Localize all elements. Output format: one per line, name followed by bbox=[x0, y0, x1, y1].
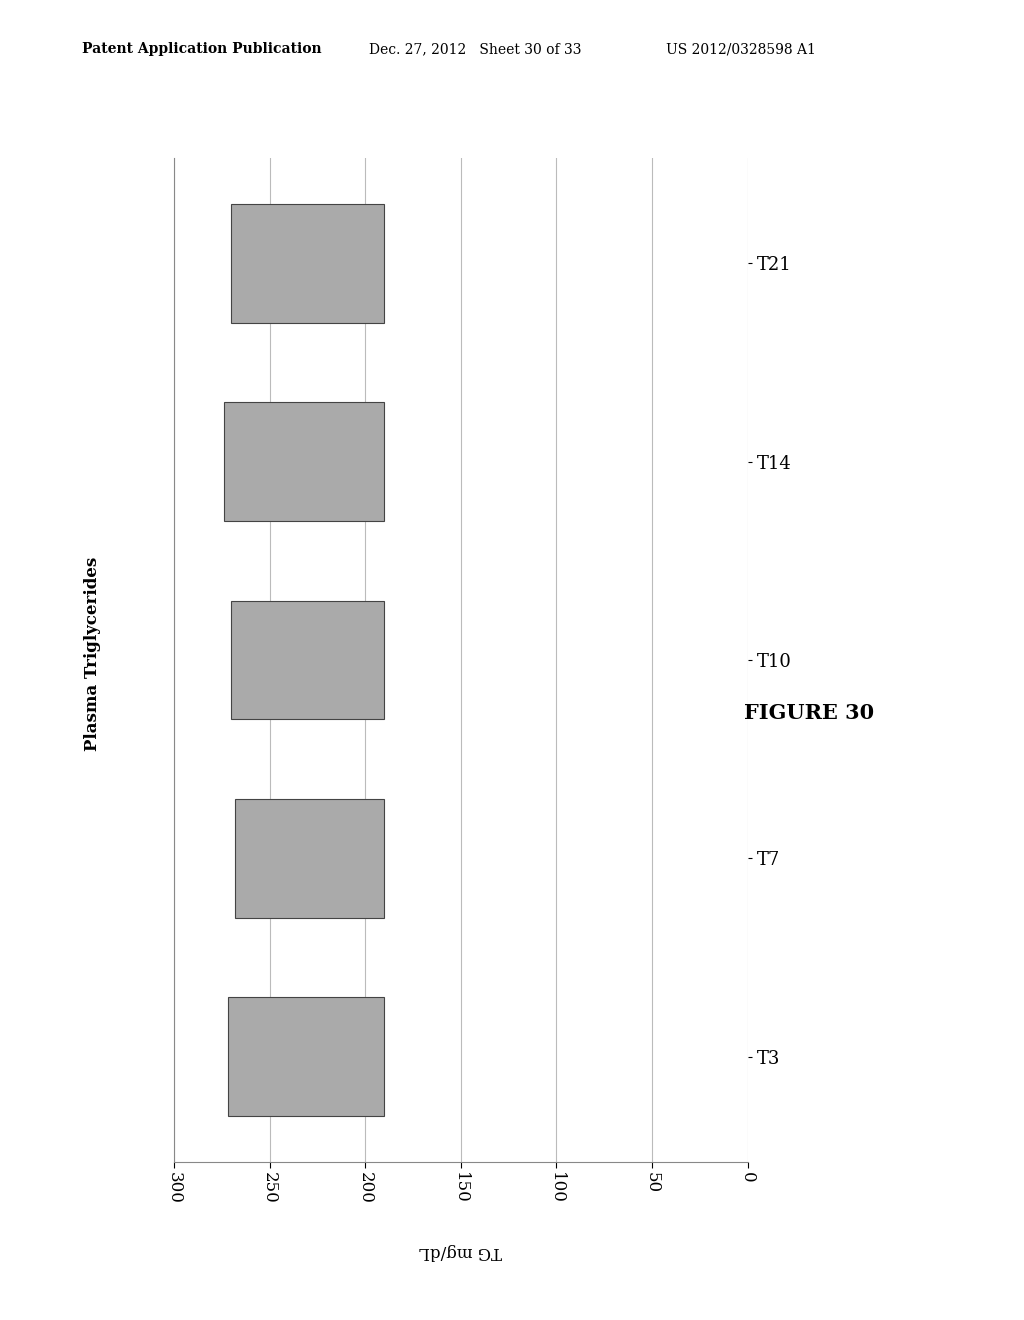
Bar bbox=[231, 205, 384, 323]
Bar bbox=[231, 601, 384, 719]
Text: FIGURE 30: FIGURE 30 bbox=[743, 702, 874, 723]
Text: US 2012/0328598 A1: US 2012/0328598 A1 bbox=[666, 42, 815, 57]
Bar bbox=[236, 799, 384, 917]
Bar bbox=[227, 997, 384, 1115]
X-axis label: TG mg/dL: TG mg/dL bbox=[419, 1243, 503, 1259]
Bar bbox=[224, 403, 384, 521]
Text: Plasma Triglycerides: Plasma Triglycerides bbox=[84, 556, 100, 751]
Text: Patent Application Publication: Patent Application Publication bbox=[82, 42, 322, 57]
Text: Dec. 27, 2012   Sheet 30 of 33: Dec. 27, 2012 Sheet 30 of 33 bbox=[369, 42, 582, 57]
